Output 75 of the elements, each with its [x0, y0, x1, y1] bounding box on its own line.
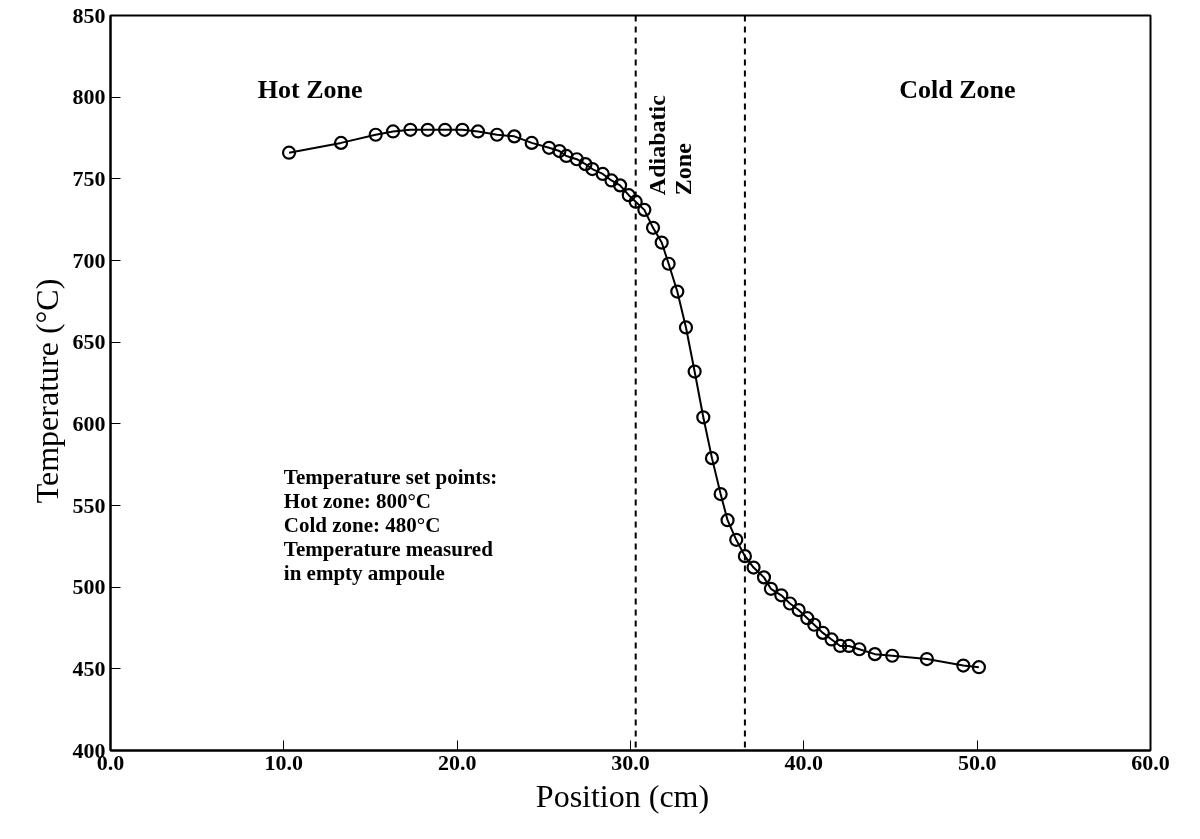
- y-tick-label: 650: [72, 329, 106, 355]
- point: [763, 581, 778, 596]
- point: [756, 570, 772, 585]
- y-tick-label: 800: [72, 84, 106, 110]
- point: [621, 188, 636, 203]
- point: [628, 194, 643, 209]
- point: [867, 647, 882, 662]
- point: [824, 632, 839, 647]
- annotation: Cold Zone: [899, 74, 1016, 104]
- point: [815, 625, 830, 640]
- y-axis-title: Temperature (°C): [28, 278, 65, 504]
- point: [595, 166, 610, 182]
- point: [720, 513, 735, 528]
- point: [670, 284, 685, 299]
- x-tick-label: 50.0: [957, 749, 997, 775]
- point: [585, 161, 600, 177]
- y-tick-label: 550: [72, 492, 106, 518]
- point: [729, 532, 744, 547]
- point: [385, 124, 401, 139]
- x-tick-label: 20.0: [437, 749, 477, 775]
- point: [604, 173, 619, 188]
- point: [746, 560, 761, 575]
- point: [578, 157, 593, 172]
- point: [971, 660, 986, 675]
- point: [541, 140, 557, 155]
- point: [455, 122, 470, 137]
- point: [281, 145, 297, 160]
- x-tick-label: 30.0: [611, 749, 650, 775]
- point: [654, 235, 669, 250]
- point: [470, 124, 486, 139]
- annotation: Hot Zone: [257, 74, 363, 104]
- point: [437, 122, 453, 137]
- point: [833, 638, 848, 654]
- point: [559, 148, 574, 164]
- point: [696, 410, 711, 425]
- y-tick-label: 600: [72, 410, 106, 436]
- point: [613, 178, 628, 193]
- point: [841, 638, 856, 654]
- y-tick-label: 450: [72, 655, 106, 681]
- point: [661, 256, 676, 271]
- point: [807, 617, 822, 632]
- point: [737, 549, 752, 564]
- point: [524, 135, 539, 150]
- point: [919, 651, 934, 667]
- point: [569, 152, 584, 167]
- point: [645, 220, 661, 235]
- point: [704, 451, 720, 466]
- point: [713, 486, 728, 502]
- point: [782, 596, 798, 611]
- point: [791, 602, 806, 618]
- point: [678, 320, 694, 335]
- y-tick-label: 500: [72, 574, 106, 600]
- point: [687, 364, 702, 379]
- point: [420, 122, 435, 137]
- point: [885, 648, 900, 663]
- point: [489, 127, 505, 142]
- point: [368, 127, 383, 142]
- point: [637, 202, 652, 217]
- point: [403, 122, 418, 137]
- x-tick-label: 40.0: [784, 749, 824, 775]
- y-tick-label: 850: [72, 2, 106, 28]
- y-tick-label: 750: [72, 165, 106, 191]
- annotation: Adiabatic Zone: [644, 94, 697, 196]
- point: [507, 129, 522, 144]
- y-tick-label: 700: [72, 247, 106, 273]
- point: [333, 135, 349, 150]
- annotation: Temperature set points: Hot zone: 800°C Cold zone: 480°C Temperature measured in empty ampoule: [283, 465, 498, 586]
- point: [774, 588, 789, 603]
- x-tick-label: 60.0: [1131, 749, 1170, 775]
- point: [852, 642, 867, 657]
- point: [956, 658, 971, 673]
- x-axis-title: Position (cm): [535, 777, 710, 814]
- point: [552, 143, 567, 159]
- point: [800, 611, 815, 626]
- x-tick-label: 10.0: [264, 749, 304, 775]
